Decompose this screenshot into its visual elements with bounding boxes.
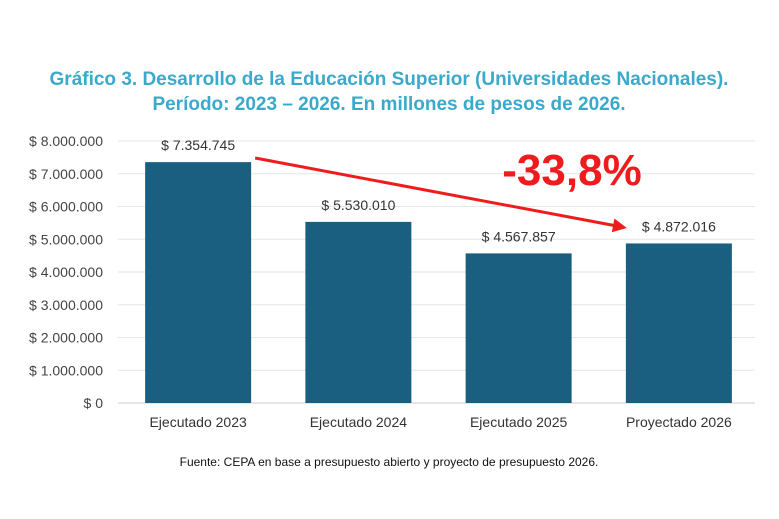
y-tick-label: $ 2.000.000 [29, 330, 103, 346]
x-tick-label: Proyectado 2026 [626, 414, 732, 430]
data-label: $ 4.872.016 [642, 218, 716, 234]
y-tick-label: $ 1.000.000 [29, 362, 103, 378]
data-label: $ 7.354.745 [161, 137, 235, 153]
y-tick-label: $ 5.000.000 [29, 231, 103, 247]
data-label: $ 4.567.857 [482, 228, 556, 244]
chart-subtitle: Período: 2023 – 2026. En millones de pes… [152, 94, 625, 115]
chart-title: Gráfico 3. Desarrollo de la Educación Su… [50, 69, 729, 90]
y-tick-label: $ 7.000.000 [29, 166, 103, 182]
source-note: Fuente: CEPA en base a presupuesto abier… [180, 455, 599, 469]
x-tick-label: Ejecutado 2025 [470, 414, 568, 430]
bar [625, 243, 732, 403]
data-label: $ 5.530.010 [321, 197, 395, 213]
trend-arrow-head [611, 218, 627, 233]
bar [465, 253, 572, 403]
x-tick-label: Ejecutado 2023 [149, 414, 247, 430]
y-tick-label: $ 4.000.000 [29, 264, 103, 280]
x-tick-label: Ejecutado 2024 [310, 414, 408, 430]
y-tick-label: $ 3.000.000 [29, 297, 103, 313]
bar [305, 221, 412, 403]
bar [145, 162, 252, 403]
annotation-percent: -33,8% [502, 146, 641, 195]
y-tick-label: $ 6.000.000 [29, 199, 103, 215]
y-tick-label: $ 8.000.000 [29, 133, 103, 149]
y-tick-label: $ 0 [84, 395, 104, 411]
trend-arrow-line [254, 156, 618, 228]
